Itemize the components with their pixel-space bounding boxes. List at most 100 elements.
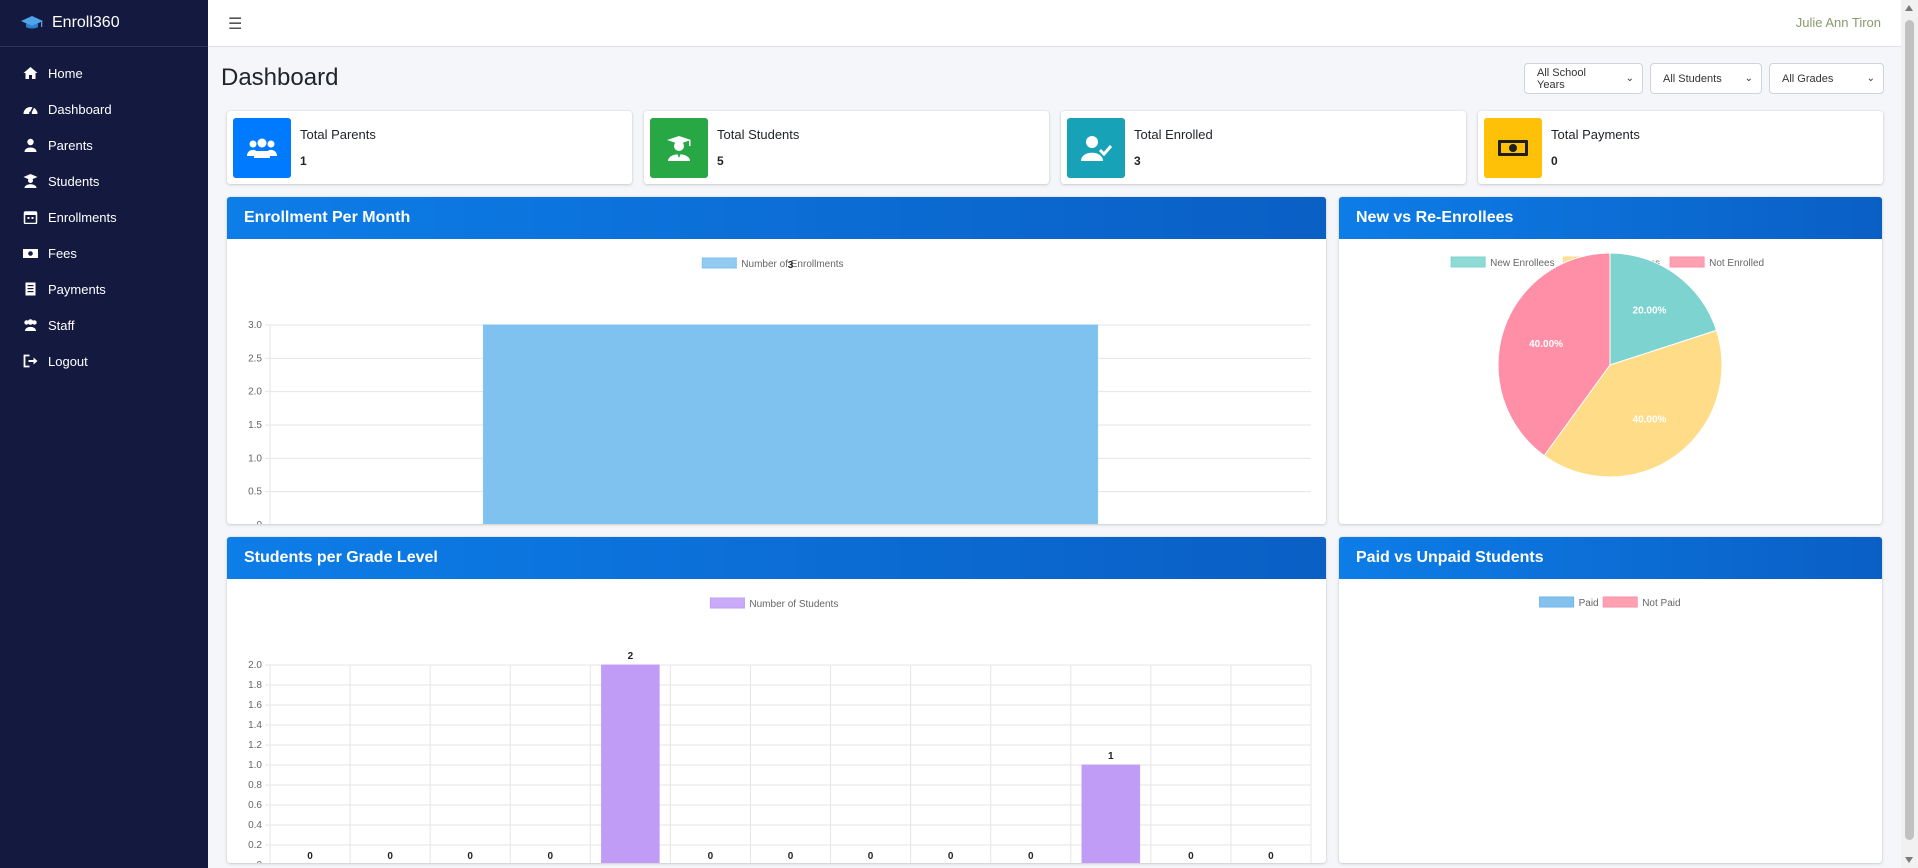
y-tick-label: 1.2 xyxy=(248,740,262,751)
sidebar-item-enrollments[interactable]: Enrollments xyxy=(0,199,208,235)
y-tick-label: 1.6 xyxy=(248,700,262,711)
user-check-icon xyxy=(1067,117,1125,178)
legend-swatch[interactable] xyxy=(1539,596,1575,608)
stat-text: Total Students 5 xyxy=(717,127,799,168)
sidebar-item-dashboard[interactable]: Dashboard xyxy=(0,91,208,127)
sidebar-item-staff[interactable]: Staff xyxy=(0,307,208,343)
legend-label[interactable]: Not Enrolled xyxy=(1709,258,1764,269)
legend-swatch[interactable] xyxy=(1450,256,1486,268)
scroll-down-icon[interactable] xyxy=(1905,857,1913,863)
pie-slice[interactable] xyxy=(1609,252,1718,366)
students-per-grade-chart: Number of Students 0 0.2 0.4 0.6 0.8 1.0 1.2 1.4… xyxy=(248,597,1312,863)
scrollbar[interactable] xyxy=(1901,0,1918,868)
bar[interactable] xyxy=(1081,764,1141,863)
stat-label: Total Payments xyxy=(1551,127,1640,142)
pie-slice[interactable] xyxy=(1543,329,1723,478)
students-select[interactable]: All Students ⌄ xyxy=(1650,63,1762,94)
bar[interactable] xyxy=(482,324,1099,524)
y-tick-label: 0.8 xyxy=(248,780,262,791)
y-tick-label: 1.8 xyxy=(248,680,262,691)
sidebar-item-label: Enrollments xyxy=(48,209,117,225)
stat-card-students: Total Students 5 xyxy=(644,111,1049,184)
y-tick-label: 2.0 xyxy=(248,387,262,398)
enrollment-per-month-chart: Number of Enrollments 0 0.5 1.0 1.5 2.0 2.5 3.0… xyxy=(248,257,1311,524)
legend-label[interactable]: Not Paid xyxy=(1642,598,1680,609)
legend-label[interactable]: Number of Enrollments xyxy=(741,259,843,270)
legend-swatch[interactable] xyxy=(709,597,745,609)
stat-text: Total Enrolled 3 xyxy=(1134,127,1213,168)
enrollment-per-month-panel: Enrollment Per Month Number of Enrollmen… xyxy=(227,197,1326,524)
stat-text: Total Payments 0 xyxy=(1551,127,1640,168)
data-label: 2 xyxy=(628,651,634,662)
stat-card-enrolled: Total Enrolled 3 xyxy=(1061,111,1466,184)
school-year-select[interactable]: All School Years ⌄ xyxy=(1524,63,1643,94)
panel-title: Enrollment Per Month xyxy=(227,197,1326,239)
paid-vs-unpaid-panel: Paid vs Unpaid Students Paid Not Paid xyxy=(1339,537,1882,863)
sidebar-item-students[interactable]: Students xyxy=(0,163,208,199)
sidebar-item-fees[interactable]: Fees xyxy=(0,235,208,271)
data-label: 0 xyxy=(387,851,393,862)
brand[interactable]: Enroll360 xyxy=(0,0,208,47)
stat-value: 0 xyxy=(1551,154,1558,168)
money-bill-icon xyxy=(1484,117,1542,178)
users-icon xyxy=(233,117,291,178)
legend-swatch[interactable] xyxy=(701,257,737,269)
slice-label: 40.00% xyxy=(1529,339,1563,350)
chevron-down-icon: ⌄ xyxy=(1744,73,1753,84)
money-icon xyxy=(23,249,38,258)
sidebar: Enroll360 Home Dashboard Parents Student… xyxy=(0,0,208,868)
user-name[interactable]: Julie Ann Tiron xyxy=(1795,15,1881,30)
stat-card-payments: Total Payments 0 xyxy=(1478,111,1883,184)
sidebar-item-payments[interactable]: Payments xyxy=(0,271,208,307)
menu-toggle-icon[interactable]: ☰ xyxy=(228,16,243,33)
bar[interactable] xyxy=(601,664,660,863)
y-tick-label: 0.5 xyxy=(248,487,262,498)
panel-title: Paid vs Unpaid Students xyxy=(1339,537,1882,579)
y-tick-label: 0.2 xyxy=(248,840,262,851)
data-label: 0 xyxy=(788,851,794,862)
panel-title: New vs Re-Enrollees xyxy=(1339,197,1882,239)
data-label: 0 xyxy=(708,851,714,862)
legend-label[interactable]: New Enrollees xyxy=(1490,258,1554,269)
sidebar-item-label: Dashboard xyxy=(48,101,112,117)
pie-slice[interactable] xyxy=(1497,252,1611,457)
home-icon xyxy=(23,67,38,79)
legend-label[interactable]: Paid xyxy=(1579,598,1599,609)
sidebar-item-label: Logout xyxy=(48,353,88,369)
paid-vs-unpaid-chart: Paid Not Paid xyxy=(1539,596,1681,609)
user-icon xyxy=(24,138,37,152)
stat-value: 5 xyxy=(717,154,724,168)
school-year-select-value: All School Years xyxy=(1537,66,1586,91)
legend-swatch[interactable] xyxy=(1669,256,1705,268)
legend-label[interactable]: Number of Students xyxy=(749,599,838,610)
y-tick-label: 1.4 xyxy=(248,720,262,731)
data-label: 0 xyxy=(467,851,473,862)
students-per-grade-panel: Students per Grade Level Number of Stude… xyxy=(227,537,1326,863)
y-tick-label: 0 xyxy=(256,520,262,524)
gauge-icon xyxy=(23,106,38,115)
data-label: 0 xyxy=(1028,851,1034,862)
filters: All School Years ⌄ All Students ⌄ All Grad… xyxy=(1524,63,1884,94)
y-tick-label: 1.0 xyxy=(248,453,262,464)
scroll-up-icon[interactable] xyxy=(1905,5,1913,11)
slice-label: 20.00% xyxy=(1633,306,1667,317)
sidebar-item-label: Parents xyxy=(48,137,93,153)
chevron-down-icon: ⌄ xyxy=(1625,73,1634,84)
sidebar-item-logout[interactable]: Logout xyxy=(0,343,208,379)
grades-select-value: All Grades xyxy=(1782,72,1834,85)
legend-swatch[interactable] xyxy=(1602,596,1638,608)
sidebar-item-home[interactable]: Home xyxy=(0,55,208,91)
student-icon xyxy=(23,174,38,188)
data-label: 0 xyxy=(948,851,954,862)
chevron-down-icon: ⌄ xyxy=(1866,73,1875,84)
y-tick-label: 0 xyxy=(256,860,262,863)
scrollbar-thumb[interactable] xyxy=(1905,20,1914,840)
sidebar-item-parents[interactable]: Parents xyxy=(0,127,208,163)
grades-select[interactable]: All Grades ⌄ xyxy=(1769,63,1884,94)
data-label: 0 xyxy=(1268,851,1274,862)
y-tick-label: 2.5 xyxy=(248,353,262,364)
new-vs-re-enrollees-panel: New vs Re-Enrollees New EnrolleesRe-Enro… xyxy=(1339,197,1882,524)
sidebar-item-label: Fees xyxy=(48,245,77,261)
stat-label: Total Parents xyxy=(300,127,376,142)
